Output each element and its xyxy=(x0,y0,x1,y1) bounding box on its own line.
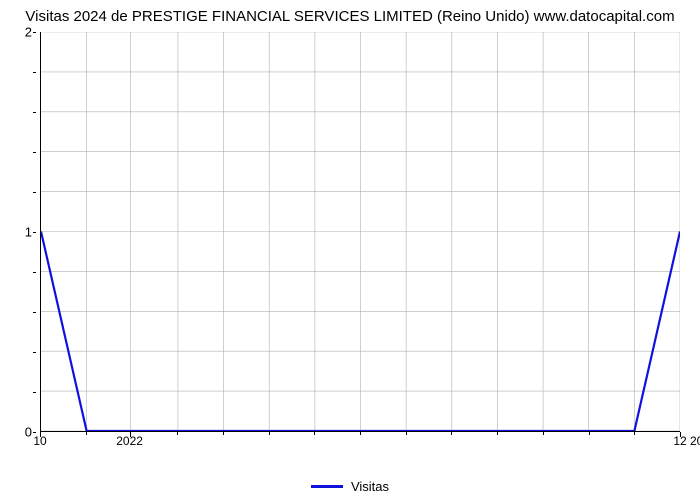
legend-label: Visitas xyxy=(351,479,389,494)
y-tick-label: 2 xyxy=(25,25,32,40)
chart-container: Visitas 2024 de PRESTIGE FINANCIAL SERVI… xyxy=(0,0,700,500)
legend: Visitas xyxy=(0,478,700,494)
y-tick-label: 0 xyxy=(25,425,32,440)
y-tick-label: 1 xyxy=(25,225,32,240)
legend-swatch xyxy=(311,485,343,488)
y-axis: 012 xyxy=(0,32,36,432)
plot-area xyxy=(40,32,680,432)
x-axis: 10202212202 xyxy=(40,432,680,452)
x-tick-label: 202 xyxy=(690,434,700,448)
chart-title: Visitas 2024 de PRESTIGE FINANCIAL SERVI… xyxy=(0,8,700,25)
plot-svg xyxy=(41,32,680,431)
